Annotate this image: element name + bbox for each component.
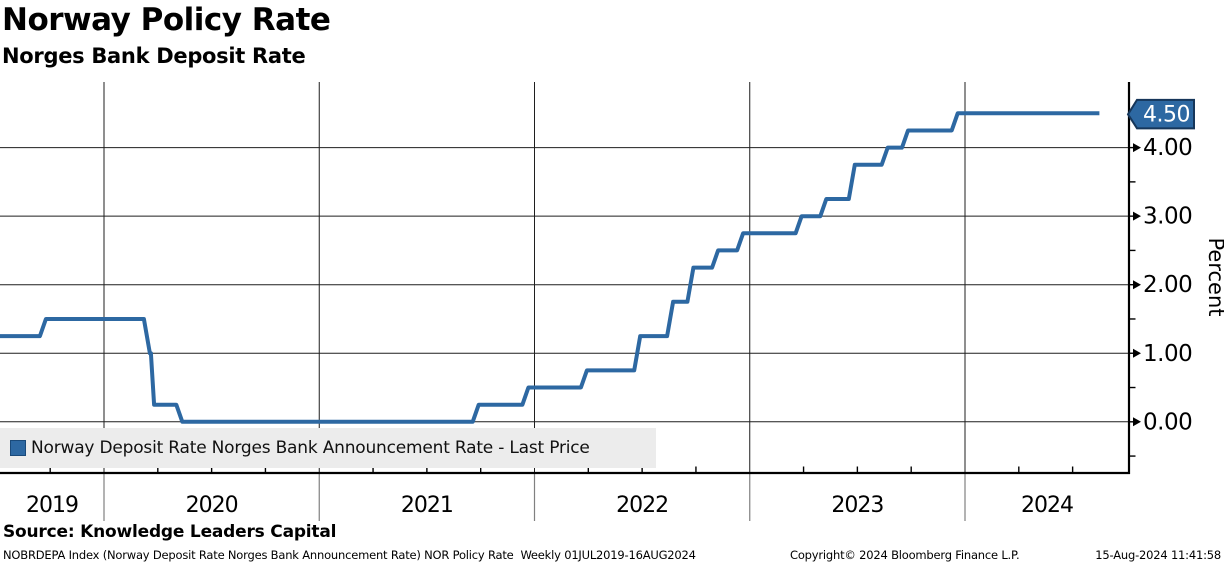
x-year-label: 2019	[26, 493, 78, 518]
page-subtitle: Norges Bank Deposit Rate	[2, 44, 306, 68]
y-tick-arrow-icon	[1133, 417, 1141, 427]
legend-series-label: Norway Deposit Rate Norges Bank Announce…	[31, 438, 590, 458]
x-year-label: 2020	[186, 493, 238, 518]
last-price-tag-value: 4.50	[1143, 102, 1190, 127]
x-year-label: 2024	[1021, 493, 1073, 518]
y-tick-label: 4.00	[1143, 135, 1192, 161]
x-year-label: 2023	[831, 493, 883, 518]
y-tick-arrow-icon	[1133, 211, 1141, 221]
y-tick-label: 0.00	[1143, 409, 1192, 435]
source-attribution: Source: Knowledge Leaders Capital	[3, 522, 337, 542]
y-tick-label: 1.00	[1143, 341, 1192, 367]
footer-timestamp: 15-Aug-2024 11:41:58	[1095, 548, 1221, 562]
y-tick-arrow-icon	[1133, 143, 1141, 153]
footer-copyright: Copyright© 2024 Bloomberg Finance L.P.	[790, 548, 1020, 562]
y-tick-label: 3.00	[1143, 204, 1192, 230]
policy-rate-line	[0, 111, 1100, 424]
x-year-label: 2022	[616, 493, 668, 518]
legend-series-swatch	[10, 440, 26, 456]
legend: Norway Deposit Rate Norges Bank Announce…	[0, 428, 656, 468]
last-price-tag	[1126, 98, 1195, 130]
x-year-label: 2021	[401, 493, 453, 518]
footer-ticker-description: NOBRDEPA Index (Norway Deposit Rate Norg…	[3, 548, 696, 562]
y-tick-arrow-icon	[1133, 280, 1141, 290]
page-title: Norway Policy Rate	[2, 2, 331, 38]
y-axis-title: Percent	[1204, 237, 1224, 316]
y-tick-label: 2.00	[1143, 272, 1192, 298]
y-tick-arrow-icon	[1133, 348, 1141, 358]
footer-bar: NOBRDEPA Index (Norway Deposit Rate Norg…	[0, 548, 1224, 564]
